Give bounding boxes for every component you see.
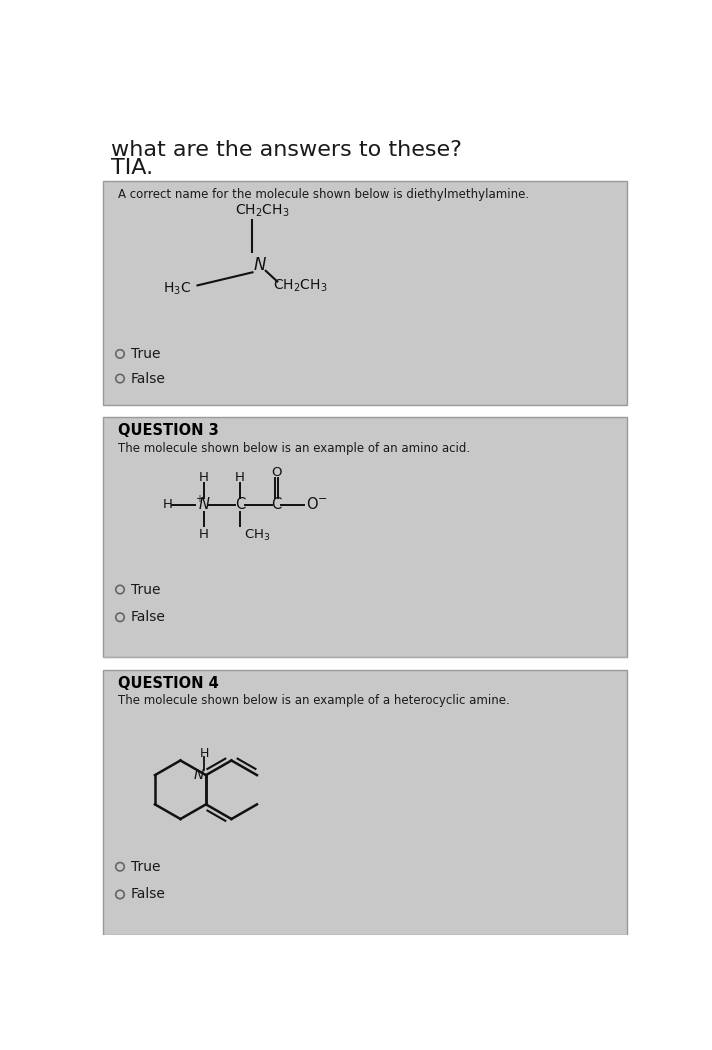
Text: False: False	[131, 372, 166, 385]
Text: −: −	[318, 495, 327, 504]
Text: N: N	[194, 769, 204, 782]
Text: H: H	[162, 499, 172, 511]
Text: False: False	[131, 887, 166, 902]
Text: H: H	[199, 527, 209, 541]
Text: H: H	[199, 470, 209, 484]
Text: QUESTION 4: QUESTION 4	[118, 676, 219, 691]
Text: O: O	[271, 466, 282, 479]
Text: O: O	[306, 498, 318, 512]
Text: C: C	[235, 498, 245, 512]
Text: True: True	[131, 583, 160, 596]
Text: $\mathregular{CH_2CH_3}$: $\mathregular{CH_2CH_3}$	[273, 278, 328, 294]
Text: True: True	[131, 346, 160, 361]
Text: +: +	[195, 494, 203, 504]
Text: The molecule shown below is an example of a heterocyclic amine.: The molecule shown below is an example o…	[118, 694, 511, 708]
Bar	[103, 670, 627, 934]
Bar	[103, 182, 627, 404]
Text: $\mathregular{CH_2CH_3}$: $\mathregular{CH_2CH_3}$	[235, 203, 289, 218]
Text: A correct name for the molecule shown below is diethylmethylamine.: A correct name for the molecule shown be…	[118, 188, 530, 201]
Text: C: C	[271, 498, 282, 512]
Bar	[103, 417, 627, 657]
Text: TIA.: TIA.	[110, 159, 153, 178]
Text: H: H	[235, 470, 245, 484]
Text: N: N	[253, 255, 266, 274]
Text: what are the answers to these?: what are the answers to these?	[110, 140, 461, 160]
Text: QUESTION 3: QUESTION 3	[118, 423, 219, 438]
Text: $\mathregular{H_3C}$: $\mathregular{H_3C}$	[162, 281, 191, 297]
Text: H: H	[200, 747, 209, 760]
Text: The molecule shown below is an example of an amino acid.: The molecule shown below is an example o…	[118, 442, 471, 455]
Text: N: N	[198, 498, 209, 512]
Text: False: False	[131, 610, 166, 625]
Text: $\mathregular{CH_3}$: $\mathregular{CH_3}$	[244, 528, 271, 543]
Text: True: True	[131, 860, 160, 874]
